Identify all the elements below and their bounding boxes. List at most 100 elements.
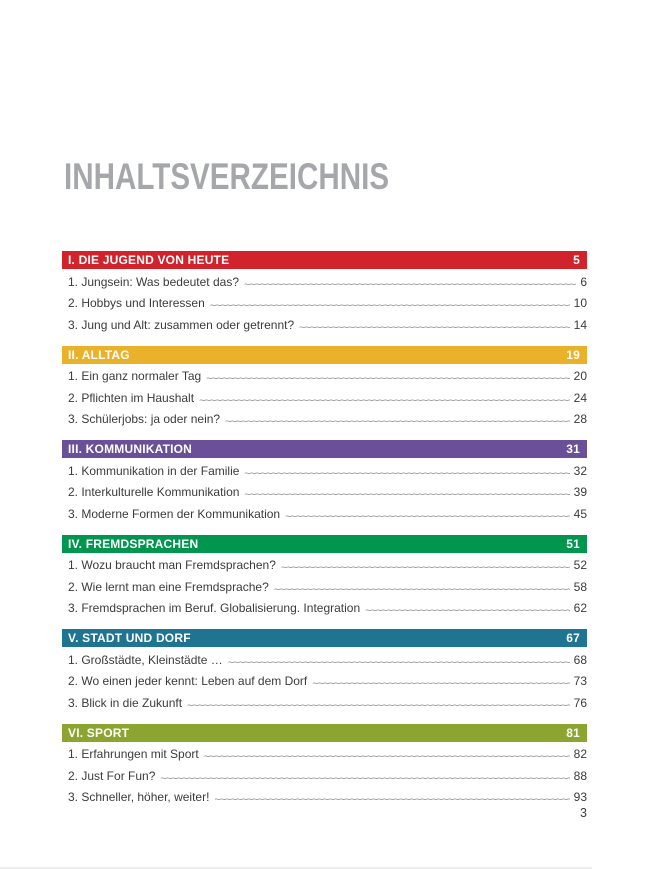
entry-title: 3. Schülerjobs: ja oder nein? bbox=[68, 412, 221, 426]
toc-section-sport: VI. SPORT 81 1. Erfahrungen mit Sport 82… bbox=[62, 723, 587, 807]
leader-line bbox=[225, 414, 570, 430]
entry-title: 2. Pflichten im Haushalt bbox=[68, 390, 195, 405]
leader-line bbox=[228, 655, 570, 671]
leader-line bbox=[214, 792, 569, 808]
entry-page-number: 10 bbox=[573, 296, 587, 310]
toc-entry: 3. Blick in die Zukunft 76 bbox=[62, 695, 587, 712]
entry-page-number: 6 bbox=[580, 274, 587, 289]
toc-section-jugend: I. DIE JUGEND VON HEUTE 5 1. Jungsein: W… bbox=[62, 251, 587, 334]
leader-line bbox=[187, 698, 570, 714]
section-header-bar: IV. FREMDSPRACHEN 51 bbox=[62, 534, 587, 553]
entry-title: 1. Wozu braucht man Fremdsprachen? bbox=[68, 558, 276, 572]
leader-line bbox=[210, 298, 570, 314]
toc-entry: 2. Wie lernt man eine Fremdsprache? 58 bbox=[62, 579, 587, 596]
page-title: INHALTSVERZEICHNIS bbox=[64, 156, 390, 197]
toc-entry: 1. Ein ganz normaler Tag 20 bbox=[62, 368, 587, 385]
entry-title: 3. Fremdsprachen im Beruf. Globalisierun… bbox=[68, 601, 361, 615]
section-page-number: 31 bbox=[566, 442, 580, 456]
entry-page-number: 76 bbox=[573, 695, 587, 710]
entry-title: 1. Jungsein: Was bedeutet das? bbox=[68, 274, 239, 289]
entry-title: 3. Moderne Formen der Kommunikation bbox=[68, 506, 281, 521]
section-header-bar: VI. SPORT 81 bbox=[62, 723, 587, 742]
toc-entry: 3. Fremdsprachen im Beruf. Globalisierun… bbox=[62, 600, 587, 617]
entry-page-number: 88 bbox=[573, 768, 587, 783]
section-page-number: 19 bbox=[566, 347, 580, 362]
section-title: III. KOMMUNIKATION bbox=[68, 442, 193, 456]
entry-page-number: 58 bbox=[573, 579, 587, 594]
table-of-contents: I. DIE JUGEND VON HEUTE 5 1. Jungsein: W… bbox=[62, 251, 587, 806]
section-title: II. ALLTAG bbox=[68, 347, 130, 362]
entry-title: 3. Blick in die Zukunft bbox=[68, 695, 183, 710]
entry-page-number: 24 bbox=[573, 390, 587, 405]
entry-page-number: 39 bbox=[573, 485, 587, 499]
toc-section-kommunikation: III. KOMMUNIKATION 31 1. Kommunikation i… bbox=[62, 440, 587, 523]
toc-entry: 3. Schülerjobs: ja oder nein? 28 bbox=[62, 411, 587, 428]
leader-line bbox=[244, 277, 576, 293]
section-page-number: 5 bbox=[573, 253, 580, 267]
toc-entry: 2. Interkulturelle Kommunikation 39 bbox=[62, 484, 587, 501]
toc-entry: 2. Pflichten im Haushalt 24 bbox=[62, 390, 587, 407]
entry-title: 1. Kommunikation in der Familie bbox=[68, 463, 240, 478]
leader-line bbox=[274, 582, 570, 598]
entry-page-number: 32 bbox=[573, 463, 587, 478]
entry-title: 1. Erfahrungen mit Sport bbox=[68, 747, 199, 761]
entry-title: 3. Schneller, höher, weiter! bbox=[68, 790, 210, 804]
entry-title: 2. Just For Fun? bbox=[68, 768, 156, 783]
entry-title: 2. Hobbys und Interessen bbox=[68, 296, 205, 310]
leader-line bbox=[206, 371, 569, 387]
toc-section-alltag: II. ALLTAG 19 1. Ein ganz normaler Tag 2… bbox=[62, 345, 587, 429]
section-page-number: 81 bbox=[566, 725, 580, 740]
leader-line bbox=[160, 771, 569, 787]
section-title: IV. FREMDSPRACHEN bbox=[68, 536, 199, 551]
section-header-bar: V. STADT UND DORF 67 bbox=[62, 629, 587, 647]
leader-line bbox=[285, 509, 570, 525]
leader-line bbox=[299, 320, 569, 336]
entry-page-number: 20 bbox=[573, 369, 587, 383]
entry-page-number: 82 bbox=[573, 747, 587, 761]
entry-page-number: 45 bbox=[573, 506, 587, 521]
entry-page-number: 28 bbox=[573, 412, 587, 426]
page-edge-shadow bbox=[0, 866, 592, 869]
leader-line bbox=[365, 603, 569, 619]
toc-section-fremdsprachen: IV. FREMDSPRACHEN 51 1. Wozu braucht man… bbox=[62, 534, 587, 618]
folio-page-number: 3 bbox=[580, 806, 587, 820]
leader-line bbox=[281, 560, 570, 576]
entry-page-number: 52 bbox=[573, 558, 587, 572]
toc-entry: 3. Moderne Formen der Kommunikation 45 bbox=[62, 506, 587, 523]
leader-line bbox=[199, 393, 570, 409]
section-header-bar: III. KOMMUNIKATION 31 bbox=[62, 440, 587, 458]
toc-entry: 1. Erfahrungen mit Sport 82 bbox=[62, 746, 587, 763]
entry-title: 2. Interkulturelle Kommunikation bbox=[68, 485, 240, 499]
section-page-number: 51 bbox=[566, 536, 580, 551]
entry-page-number: 62 bbox=[573, 601, 587, 615]
toc-entry: 3. Jung und Alt: zusammen oder getrennt?… bbox=[62, 317, 587, 334]
toc-entry: 2. Hobbys und Interessen 10 bbox=[62, 295, 587, 312]
entry-title: 2. Wo einen jeder kennt: Leben auf dem D… bbox=[68, 674, 308, 688]
toc-entry: 1. Jungsein: Was bedeutet das? 6 bbox=[62, 274, 587, 291]
entry-title: 1. Großstädte, Kleinstädte … bbox=[68, 652, 223, 667]
leader-line bbox=[244, 487, 569, 503]
toc-content: INHALTSVERZEICHNIS I. DIE JUGEND VON HEU… bbox=[62, 0, 587, 806]
entry-title: 3. Jung und Alt: zusammen oder getrennt? bbox=[68, 317, 295, 332]
section-header-bar: I. DIE JUGEND VON HEUTE 5 bbox=[62, 251, 587, 269]
toc-entry: 3. Schneller, höher, weiter! 93 bbox=[62, 789, 587, 806]
section-title: V. STADT UND DORF bbox=[68, 631, 191, 645]
entry-page-number: 93 bbox=[573, 790, 587, 804]
entry-page-number: 14 bbox=[573, 317, 587, 332]
leader-line bbox=[244, 466, 569, 482]
section-header-bar: II. ALLTAG 19 bbox=[62, 345, 587, 364]
entry-page-number: 73 bbox=[573, 674, 587, 688]
toc-entry: 2. Just For Fun? 88 bbox=[62, 768, 587, 785]
section-title: I. DIE JUGEND VON HEUTE bbox=[68, 253, 230, 267]
toc-section-stadt-dorf: V. STADT UND DORF 67 1. Großstädte, Klei… bbox=[62, 629, 587, 712]
toc-entry: 1. Großstädte, Kleinstädte … 68 bbox=[62, 652, 587, 669]
toc-entry: 1. Kommunikation in der Familie 32 bbox=[62, 463, 587, 480]
toc-entry: 1. Wozu braucht man Fremdsprachen? 52 bbox=[62, 557, 587, 574]
section-title: VI. SPORT bbox=[68, 725, 130, 740]
entry-title: 1. Ein ganz normaler Tag bbox=[68, 369, 202, 383]
leader-line bbox=[312, 676, 569, 692]
leader-line bbox=[204, 749, 570, 765]
entry-page-number: 68 bbox=[573, 652, 587, 667]
entry-title: 2. Wie lernt man eine Fremdsprache? bbox=[68, 579, 269, 594]
